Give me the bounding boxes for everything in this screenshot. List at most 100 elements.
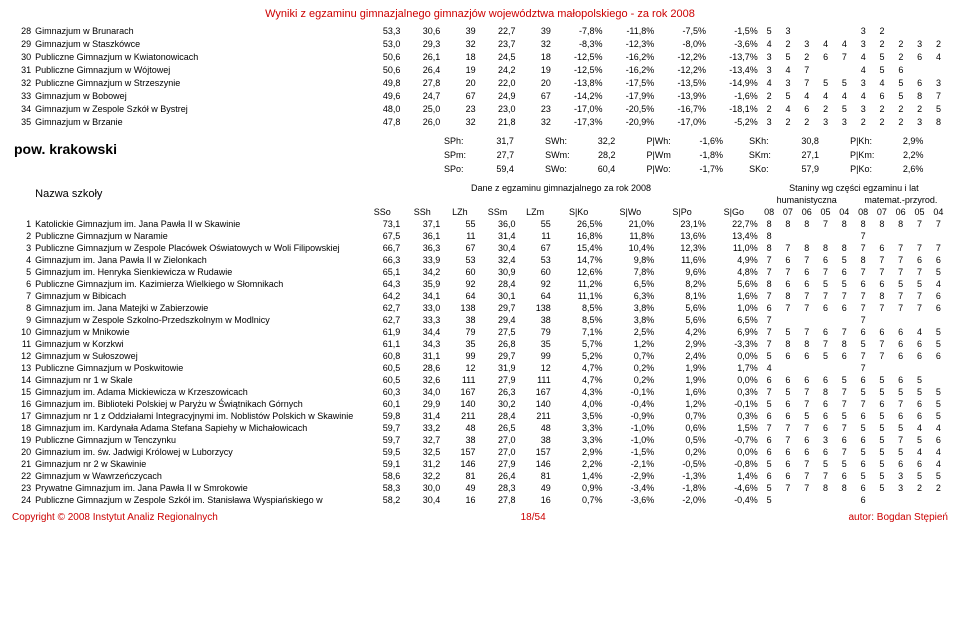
stanine: [929, 494, 948, 506]
cell: 14,7%: [553, 254, 605, 266]
stanine: [910, 494, 929, 506]
stanine: 8: [797, 242, 816, 254]
stanine: 8: [835, 218, 854, 230]
school-name: Gimnazjum w Mnikowie: [33, 326, 362, 338]
stat-val: 60,4: [592, 163, 641, 175]
table-row: 17Gimnazjum nr 1 z Oddziałami Integracyj…: [12, 410, 948, 422]
school-name: Publiczne Gimnazjum w Kwiatonowicach: [33, 50, 362, 63]
stanine: 8: [929, 115, 948, 128]
table-row: 22Gimnazjum w Wawrzeńczycach58,632,28126…: [12, 470, 948, 482]
cell: 59,1: [362, 458, 402, 470]
stanine: 7: [854, 290, 873, 302]
cell: 34,2: [402, 266, 442, 278]
stanine: 2: [797, 115, 816, 128]
stanine: 2: [929, 37, 948, 50]
stanine: 6: [854, 458, 873, 470]
stanine: 3: [910, 115, 929, 128]
stanine: 4: [929, 278, 948, 290]
cell: 167: [442, 386, 477, 398]
cell: 2,9%: [656, 338, 708, 350]
stanine: 8: [760, 278, 779, 290]
table-row: 35Gimnazjum w Brzanie47,826,03221,832-17…: [12, 115, 948, 128]
cell: -7,5%: [656, 24, 708, 37]
school-name: Gimnazjum w Korzkwi: [33, 338, 362, 350]
col-head: S|Wo: [604, 206, 656, 218]
cell: 23,7: [478, 37, 518, 50]
stanine: 7: [910, 290, 929, 302]
cell: -13,7%: [708, 50, 760, 63]
stanine: 5: [760, 398, 779, 410]
cell: 27,9: [478, 374, 518, 386]
cell: 157: [442, 446, 477, 458]
stanine: 3: [910, 37, 929, 50]
row-num: 14: [12, 374, 33, 386]
cell: 67,5: [362, 230, 402, 242]
stat-val: 27,7: [491, 149, 540, 161]
stanine: 7: [797, 482, 816, 494]
cell: 5,6%: [708, 278, 760, 290]
cell: 32,6: [402, 374, 442, 386]
stanine: 7: [797, 76, 816, 89]
cell: 16: [442, 494, 477, 506]
stanine: 7: [854, 230, 873, 242]
cell: 60,3: [362, 386, 402, 398]
cell: 48: [518, 422, 553, 434]
table-row: 13Publiczne Gimnazjum w Poskwitowie60,52…: [12, 362, 948, 374]
cell: 1,9%: [656, 362, 708, 374]
stanine: 6: [816, 326, 835, 338]
cell: 19: [518, 63, 553, 76]
col-year: 07: [779, 206, 798, 218]
stanine: 8: [835, 242, 854, 254]
stanine: 5: [779, 50, 798, 63]
stanine: 7: [797, 326, 816, 338]
row-num: 33: [12, 89, 33, 102]
stanine: 6: [835, 434, 854, 446]
stanine: 2: [779, 37, 798, 50]
cell: 55: [518, 218, 553, 230]
cell: 18: [442, 50, 477, 63]
stanine: 6: [835, 266, 854, 278]
cell: 4,2%: [656, 326, 708, 338]
row-num: 21: [12, 458, 33, 470]
stanine: 6: [816, 398, 835, 410]
cell: 3,8%: [604, 314, 656, 326]
cell: 0,7%: [553, 494, 605, 506]
cell: -13,8%: [553, 76, 605, 89]
col-year: 05: [910, 206, 929, 218]
stanine: [891, 230, 910, 242]
cell: 32: [442, 115, 477, 128]
stanine: [835, 230, 854, 242]
col-head: LZh: [442, 206, 477, 218]
cell: 34,1: [402, 290, 442, 302]
stanine: 2: [797, 50, 816, 63]
cell: 33,3: [402, 314, 442, 326]
stanine: 5: [929, 398, 948, 410]
stat-val: 2,9%: [897, 135, 946, 147]
row-num: 12: [12, 350, 33, 362]
row-num: 17: [12, 410, 33, 422]
cell: 61,9: [362, 326, 402, 338]
stanine: 7: [779, 302, 798, 314]
stanine: 6: [929, 290, 948, 302]
school-name: Publiczne Gimnazjum w Zespole Szkół im. …: [33, 494, 362, 506]
cell: 5,6%: [656, 314, 708, 326]
stanine: 3: [816, 115, 835, 128]
stanine: 2: [873, 115, 892, 128]
school-name: Gimnazjum w Brunarach: [33, 24, 362, 37]
cell: -17,5%: [605, 76, 657, 89]
stanine: 6: [854, 494, 873, 506]
stanine: 5: [929, 266, 948, 278]
stanine: 6: [760, 302, 779, 314]
table-row: 2Publiczne Gimnazjum w Naramie67,536,111…: [12, 230, 948, 242]
cell: 138: [518, 302, 553, 314]
stanine: [797, 230, 816, 242]
stanine: [872, 494, 891, 506]
stanine: 4: [910, 422, 929, 434]
stanine: [929, 24, 948, 37]
stanine: 6: [854, 278, 873, 290]
cell: 5,7%: [553, 338, 605, 350]
stat-label: P|Wh:: [640, 135, 693, 147]
cell: 6,5%: [708, 314, 760, 326]
school-name: Publiczne Gimnazjum w Naramie: [33, 230, 362, 242]
cell: 8,2%: [656, 278, 708, 290]
